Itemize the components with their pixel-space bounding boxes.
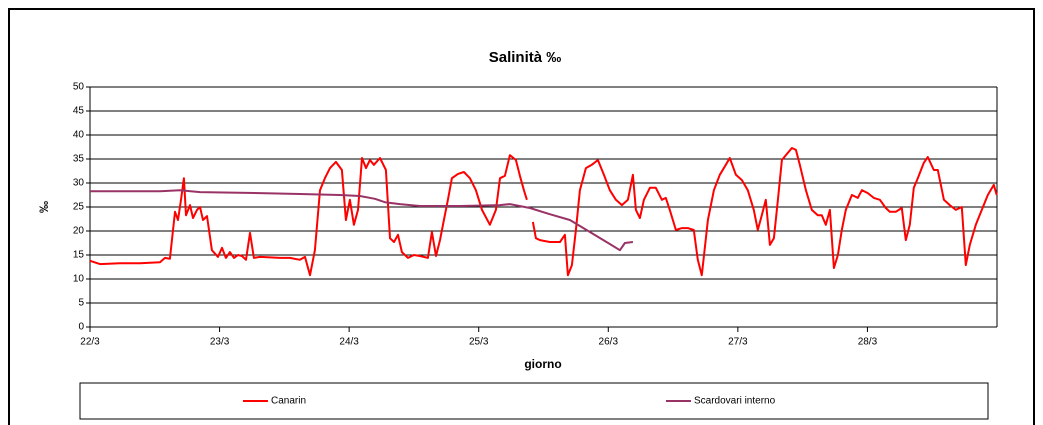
y-tick-label: 30	[73, 178, 85, 189]
x-tick-label: 27/3	[728, 337, 748, 348]
x-tick-label: 26/3	[599, 337, 619, 348]
y-tick-label: 20	[73, 226, 85, 237]
y-tick-label: 50	[73, 82, 85, 93]
y-tick-label: 35	[73, 154, 85, 165]
x-tick-label: 22/3	[80, 337, 100, 348]
y-tick-label: 25	[73, 202, 85, 213]
x-tick-label: 28/3	[858, 337, 878, 348]
legend-label: Canarin	[271, 396, 306, 407]
y-tick-label: 45	[73, 106, 85, 117]
x-axis-title: giorno	[524, 357, 561, 371]
chart-frame	[8, 8, 1035, 425]
x-tick-label: 24/3	[339, 337, 359, 348]
legend-box	[79, 382, 989, 420]
y-tick-label: 5	[78, 298, 84, 309]
legend-label: Scardovari interno	[694, 396, 776, 407]
y-tick-label: 0	[78, 322, 84, 333]
y-tick-label: 10	[73, 274, 85, 285]
data-line	[90, 189, 634, 252]
data-line	[89, 147, 998, 277]
x-tick-label: 23/3	[210, 337, 230, 348]
x-tick-label: 25/3	[469, 337, 489, 348]
y-axis-title: ‰	[37, 201, 51, 213]
y-tick-label: 40	[73, 130, 85, 141]
y-tick-label: 15	[73, 250, 85, 261]
chart-title: Salinità ‰	[489, 49, 562, 66]
